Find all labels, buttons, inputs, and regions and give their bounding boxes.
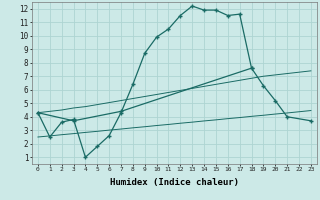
X-axis label: Humidex (Indice chaleur): Humidex (Indice chaleur)	[110, 178, 239, 187]
